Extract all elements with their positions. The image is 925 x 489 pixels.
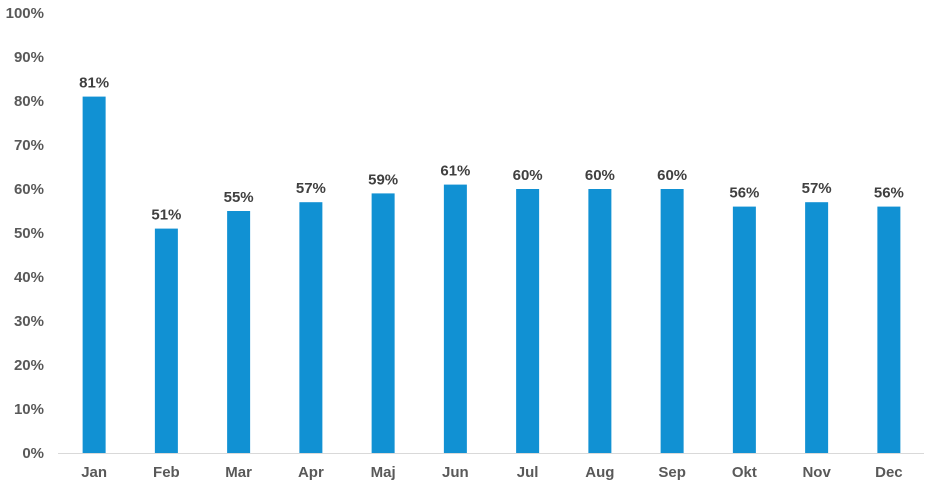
bar-okt <box>732 206 756 453</box>
x-tick-label: Jan <box>81 464 107 481</box>
data-label: 60% <box>657 167 687 184</box>
bar-mar <box>227 211 251 453</box>
data-label: 81% <box>79 75 109 92</box>
bar-dec <box>877 206 901 453</box>
y-axis-labels: 0% 10% 20% 30% 40% 50% 60% 70% 80% 90% 100% <box>6 5 44 462</box>
data-label: 59% <box>368 171 398 188</box>
data-label: 56% <box>729 185 759 202</box>
x-tick-label: Apr <box>298 464 324 481</box>
x-tick-label: Mar <box>225 464 252 481</box>
data-label: 55% <box>224 189 254 206</box>
x-tick-label: Jun <box>442 464 469 481</box>
y-tick-label: 80% <box>14 93 44 110</box>
x-tick-label: Sep <box>658 464 686 481</box>
y-tick-label: 100% <box>6 5 44 22</box>
bar-jun <box>443 184 467 453</box>
bar-feb <box>154 228 178 453</box>
x-tick-label: Feb <box>153 464 180 481</box>
x-axis-labels: Jan Feb Mar Apr Maj Jun Jul Aug Sep Okt Nov Dec <box>81 464 902 481</box>
y-tick-label: 10% <box>14 401 44 418</box>
x-tick-label: Maj <box>371 464 396 481</box>
x-tick-label: Jul <box>517 464 539 481</box>
data-label: 61% <box>440 163 470 180</box>
bar-jul <box>516 189 540 453</box>
x-tick-label: Aug <box>585 464 614 481</box>
bar-apr <box>299 202 323 453</box>
x-tick-label: Nov <box>802 464 831 481</box>
y-tick-label: 90% <box>14 49 44 66</box>
data-labels-group: 81% 51% 55% 57% 59% 61% 60% 60% 60% 56% 57% 56% <box>79 75 904 224</box>
bar-aug <box>588 189 612 453</box>
y-tick-label: 30% <box>14 313 44 330</box>
bar-maj <box>371 193 395 453</box>
y-tick-label: 20% <box>14 357 44 374</box>
x-tick-label: Dec <box>875 464 903 481</box>
y-tick-label: 70% <box>14 137 44 154</box>
y-tick-label: 40% <box>14 269 44 286</box>
x-tick-label: Okt <box>732 464 757 481</box>
y-tick-label: 0% <box>22 445 44 462</box>
data-label: 56% <box>874 185 904 202</box>
bars-group <box>82 96 901 453</box>
data-label: 51% <box>151 207 181 224</box>
data-label: 57% <box>296 180 326 197</box>
y-tick-label: 50% <box>14 225 44 242</box>
data-label: 60% <box>513 167 543 184</box>
bar-nov <box>805 202 829 453</box>
data-label: 60% <box>585 167 615 184</box>
y-tick-label: 60% <box>14 181 44 198</box>
data-label: 57% <box>802 180 832 197</box>
bar-sep <box>660 189 684 453</box>
bar-jan <box>82 96 106 453</box>
